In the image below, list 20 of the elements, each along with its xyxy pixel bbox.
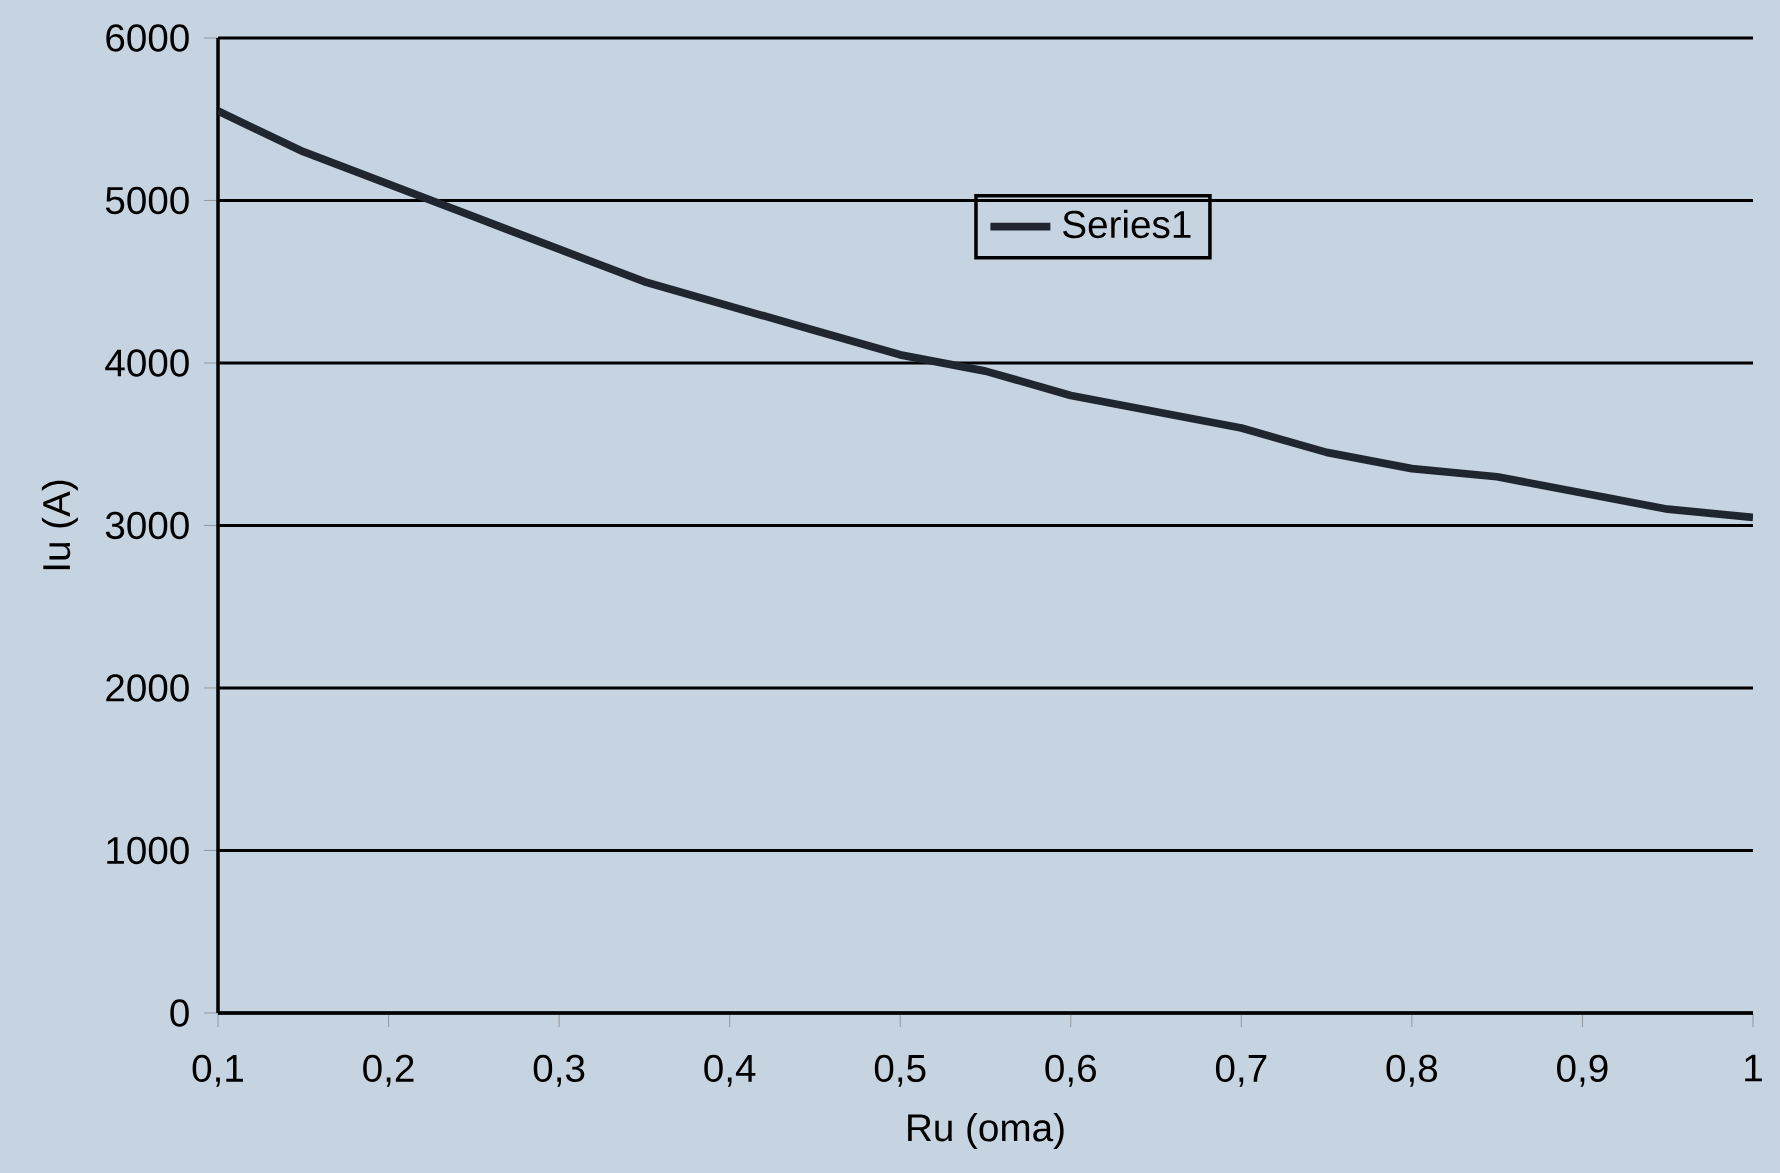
legend-label: Series1: [1063, 209, 1191, 239]
x-tick-label: 0,9: [1557, 1054, 1608, 1087]
y-tick-label: 5000: [105, 186, 189, 215]
x-tick-label: 0,8: [1386, 1054, 1438, 1087]
y-tick-label: 2000: [106, 674, 189, 702]
y-axis-title: Iu (A): [41, 480, 78, 570]
x-tick-label: 0,7: [1215, 1054, 1267, 1087]
x-tick-label: 0,2: [363, 1054, 414, 1087]
x-tick-label: 0,3: [533, 1054, 585, 1087]
x-tick-label: 0,5: [874, 1054, 926, 1087]
y-tick-label: 3000: [105, 511, 189, 540]
y-tick-label: 0: [170, 999, 189, 1027]
x-tick-label: 0,6: [1045, 1054, 1096, 1087]
x-tick-label: 1: [1745, 1054, 1762, 1082]
x-tick-label: 0,4: [704, 1054, 756, 1087]
x-axis-title: Ru (oma): [908, 1113, 1064, 1150]
y-tick-label: 1000: [107, 836, 189, 865]
x-tick-label: 0,1: [192, 1054, 243, 1087]
y-tick-label: 6000: [106, 24, 189, 52]
y-tick-label: 4000: [105, 349, 189, 377]
